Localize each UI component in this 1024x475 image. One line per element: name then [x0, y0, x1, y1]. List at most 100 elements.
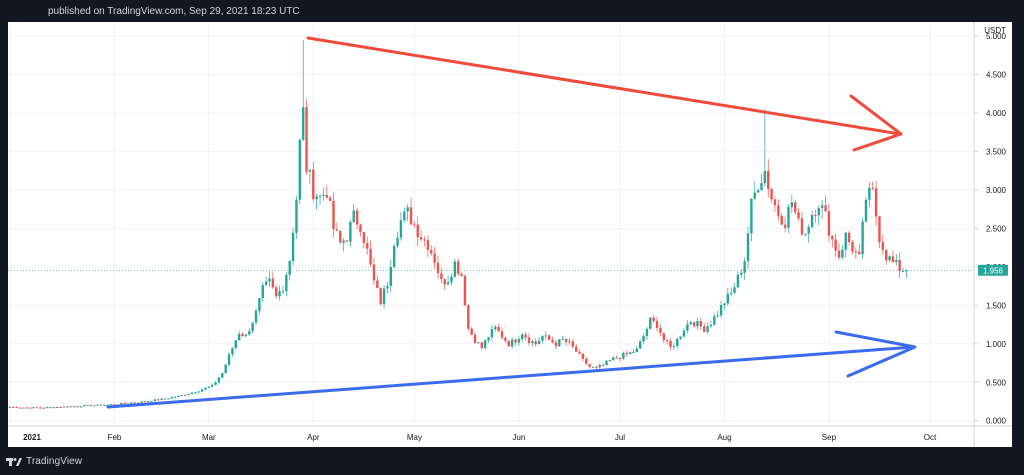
candle-body: [234, 340, 237, 348]
candle-body: [895, 259, 898, 262]
candle-body: [426, 240, 430, 250]
candle-body: [571, 341, 574, 347]
candle-body: [133, 402, 136, 404]
grid-layer: [8, 22, 974, 426]
price-tick-label: 2.500: [986, 224, 1007, 233]
candle-body: [120, 402, 123, 405]
candle-body: [740, 272, 743, 275]
candle-body: [430, 249, 433, 254]
candle-body: [254, 310, 258, 323]
candle-body: [18, 407, 22, 409]
candle-body: [328, 197, 332, 201]
candle-body: [160, 398, 163, 401]
candle-body: [551, 339, 554, 343]
candle-body: [871, 187, 874, 189]
candle-body: [130, 402, 133, 404]
candle-body: [729, 292, 733, 294]
candle-body: [227, 354, 231, 365]
candle-body: [349, 221, 352, 242]
candle-body: [888, 256, 891, 261]
candle-body: [450, 276, 453, 283]
candle-body: [537, 340, 541, 345]
time-axis[interactable]: 2021 Feb Mar Apr May Jun Jul Aug Sep Oct: [23, 433, 937, 442]
candle-body: [521, 334, 524, 340]
candle-body: [99, 404, 103, 406]
annotation-layer: [106, 36, 917, 409]
price-tick-label: 5.000: [986, 32, 1007, 41]
brand[interactable]: TradingView: [6, 456, 82, 467]
time-tick-label: Sep: [822, 433, 837, 442]
candle-body: [231, 347, 234, 355]
candle-body: [777, 205, 780, 216]
candle-body: [767, 171, 770, 189]
candle-body: [837, 250, 841, 258]
candle-body: [268, 278, 271, 282]
candle-body: [396, 237, 399, 247]
candle-body: [649, 317, 652, 329]
candle-body: [39, 407, 42, 409]
published-info-text: published on TradingView.com, Sep 29, 20…: [48, 6, 300, 17]
blue-support-line: [106, 345, 916, 409]
price-tick-label: 1.000: [986, 340, 1007, 349]
price-chart[interactable]: 0.0000.5001.0001.5002.0002.5003.0003.500…: [8, 22, 1012, 447]
candle-body: [541, 335, 544, 341]
candle-body: [177, 395, 180, 397]
candle-body: [332, 200, 335, 230]
candle-body: [531, 341, 534, 343]
candle-body: [42, 407, 45, 409]
candle-body: [25, 407, 29, 409]
candle-body: [184, 394, 187, 396]
candle-body: [382, 288, 386, 305]
time-tick-label: Jul: [615, 433, 625, 442]
candle-body: [534, 341, 537, 345]
candle-body: [719, 305, 723, 316]
candle-body: [473, 334, 477, 344]
candle-body: [419, 237, 423, 240]
time-tick-label: May: [407, 433, 422, 442]
candle-body: [662, 333, 665, 341]
candle-body: [453, 261, 457, 277]
candle-body: [578, 351, 581, 354]
candle-body: [285, 274, 288, 292]
candle-body: [305, 107, 308, 172]
candle-body: [750, 198, 753, 234]
time-tick-label: Feb: [108, 433, 122, 442]
candle-body: [379, 288, 382, 305]
candle-body: [713, 316, 716, 325]
candle-body: [790, 202, 794, 208]
candle-body: [574, 346, 578, 352]
candle-body: [345, 240, 349, 242]
candle-body: [271, 278, 275, 288]
candle-body: [291, 232, 295, 262]
candle-body: [891, 256, 895, 262]
candle-body: [756, 190, 760, 193]
candle-body: [403, 211, 406, 221]
price-tick-label: 4.000: [986, 109, 1007, 118]
time-tick-label: 2021: [23, 433, 41, 442]
candle-body: [504, 337, 507, 341]
candle-body: [224, 364, 227, 374]
candle-body: [170, 397, 173, 399]
candle-body: [366, 243, 369, 249]
candle-body: [150, 401, 153, 403]
candle-body: [905, 270, 908, 272]
last-price-badge: [978, 264, 1008, 276]
candle-body: [807, 227, 810, 234]
candle-body: [72, 406, 76, 408]
candle-body: [35, 407, 39, 409]
candle-body: [187, 393, 190, 396]
candle-body: [487, 337, 490, 341]
candle-body: [625, 352, 628, 354]
candle-body: [881, 242, 885, 250]
candle-body: [163, 398, 167, 400]
candle-body: [847, 232, 851, 243]
candle-body: [861, 221, 864, 255]
candle-body: [89, 405, 93, 407]
price-axis[interactable]: 0.0000.5001.0001.5002.0002.5003.0003.500…: [974, 32, 1007, 426]
candles-layer: [8, 40, 908, 409]
candle-body: [827, 211, 831, 236]
candle-body: [844, 232, 847, 250]
candle-body: [618, 357, 622, 359]
candle-body: [251, 322, 254, 332]
chart-panel[interactable]: 0.0000.5001.0001.5002.0002.5003.0003.500…: [8, 22, 1012, 447]
